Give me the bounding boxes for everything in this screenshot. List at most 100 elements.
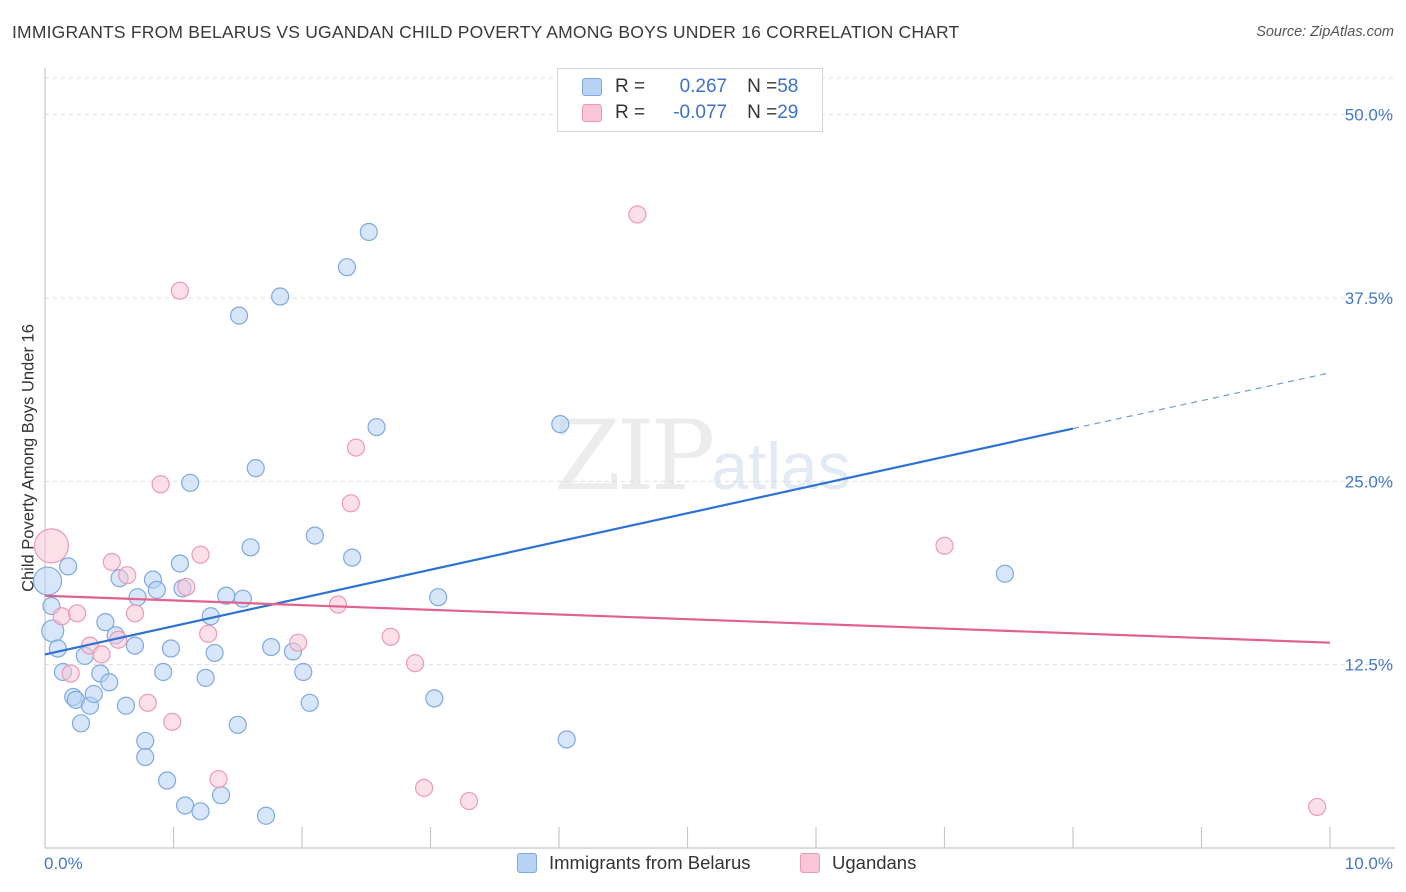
belarus-point (181, 473, 200, 492)
ugandan-point (628, 205, 647, 224)
belarus-point (343, 548, 362, 567)
ugandan-point (33, 528, 70, 564)
belarus-point (71, 714, 91, 733)
ugandan-point (199, 624, 218, 643)
belarus-point (228, 715, 247, 734)
legend-n-label: N = (747, 102, 778, 123)
belarus-point (161, 639, 181, 658)
ugandan-point (328, 595, 348, 614)
legend-r-label: R = (615, 76, 646, 97)
ugandan-point (209, 769, 228, 789)
belarus-point (305, 526, 324, 545)
y-tick-label: 37.5% (1345, 289, 1393, 308)
belarus-point (995, 564, 1014, 583)
ugandan-point (138, 693, 157, 712)
legend-n-label: N = (747, 76, 778, 97)
belarus-point (241, 538, 260, 557)
belarus-point (48, 639, 67, 658)
ugandan-point (191, 545, 210, 564)
legend-label-ugandans: Ugandans (832, 852, 917, 873)
belarus-point (337, 258, 357, 277)
belarus-point (294, 662, 313, 682)
legend-label-belarus: Immigrants from Belarus (549, 852, 751, 873)
legend-r-value: 0.267 (679, 76, 728, 97)
y-tick-label: 25.0% (1345, 472, 1393, 491)
ugandan-point (935, 536, 954, 555)
zipatlas-watermark: ZIPatlas (554, 400, 851, 512)
legend-item-belarus[interactable]: Immigrants from Belarus (517, 852, 751, 874)
belarus-point (170, 554, 190, 573)
ugandan-point (151, 475, 170, 494)
ugandan-point (118, 566, 137, 585)
belarus-trend-line (44, 427, 1074, 656)
legend-swatch-blue (517, 853, 537, 873)
belarus-point (551, 415, 570, 434)
belarus-point (246, 459, 265, 478)
ugandan-point (170, 281, 190, 300)
ugandan-point (381, 627, 400, 646)
watermark-zip: ZIP (554, 400, 715, 512)
ugandan-point (92, 645, 111, 664)
legend-row-ugandans: R = -0.077 N = 29 (582, 101, 798, 125)
belarus-point (557, 730, 576, 749)
belarus-point (425, 689, 444, 708)
belarus-point (100, 673, 119, 692)
series-legend: Immigrants from Belarus Ugandans (0, 852, 1406, 878)
y-tick-label: 12.5% (1345, 656, 1393, 675)
ugandan-point (459, 791, 479, 811)
belarus-point (128, 588, 147, 607)
ugandan-point (52, 607, 71, 626)
ugandan-point (68, 604, 87, 623)
ugandan-point (177, 577, 196, 597)
belarus-point (175, 796, 195, 815)
belarus-point (32, 566, 63, 596)
belarus-point (233, 589, 252, 608)
source-label: Source: ZipAtlas.com (1256, 24, 1394, 40)
ugandan-point (1308, 797, 1327, 817)
belarus-point (359, 222, 378, 242)
belarus-point (367, 417, 386, 437)
legend-n-value: 29 (777, 102, 799, 123)
legend-swatch-pink (800, 853, 820, 873)
ugandan-point (61, 664, 80, 683)
belarus-point (196, 668, 215, 687)
legend-swatch-pink (582, 104, 602, 122)
ugandan-point (346, 438, 366, 457)
legend-row-belarus: R = 0.267 N = 58 (582, 75, 798, 99)
belarus-point (191, 802, 210, 821)
chart-title: IMMIGRANTS FROM BELARUS VS UGANDAN CHILD… (12, 22, 960, 42)
legend-r-label: R = (615, 102, 646, 123)
ugandan-point (102, 552, 121, 572)
belarus-point (116, 696, 136, 715)
belarus-point (429, 588, 448, 607)
belarus-point (84, 684, 103, 704)
correlation-legend: R = 0.267 N = 58 R = -0.077 N = 29 (557, 68, 823, 132)
belarus-point (256, 806, 276, 825)
watermark-atlas: atlas (711, 429, 851, 503)
ugandan-point (289, 633, 308, 652)
ugandan-point (163, 712, 182, 731)
belarus-point (154, 662, 173, 682)
belarus-point (157, 771, 177, 790)
legend-r-value: -0.077 (673, 102, 728, 123)
belarus-point (205, 643, 224, 663)
ugandan-trend-line (44, 594, 1331, 644)
belarus-trend-extension (1072, 372, 1331, 430)
belarus-point (271, 287, 290, 306)
ugandan-point (341, 494, 360, 513)
belarus-point (96, 613, 115, 632)
belarus-point (125, 636, 145, 655)
y-tick-label: 50.0% (1345, 106, 1393, 125)
belarus-point (136, 731, 155, 751)
belarus-point (136, 747, 155, 767)
legend-swatch-blue (582, 78, 602, 96)
ugandan-point (125, 604, 145, 623)
belarus-point (262, 637, 281, 657)
legend-n-value: 58 (777, 76, 799, 97)
belarus-point (59, 557, 78, 576)
legend-item-ugandans[interactable]: Ugandans (800, 852, 916, 874)
belarus-point (229, 306, 249, 325)
x-tick-label: 0.0% (44, 854, 83, 873)
ugandan-point (405, 654, 425, 673)
